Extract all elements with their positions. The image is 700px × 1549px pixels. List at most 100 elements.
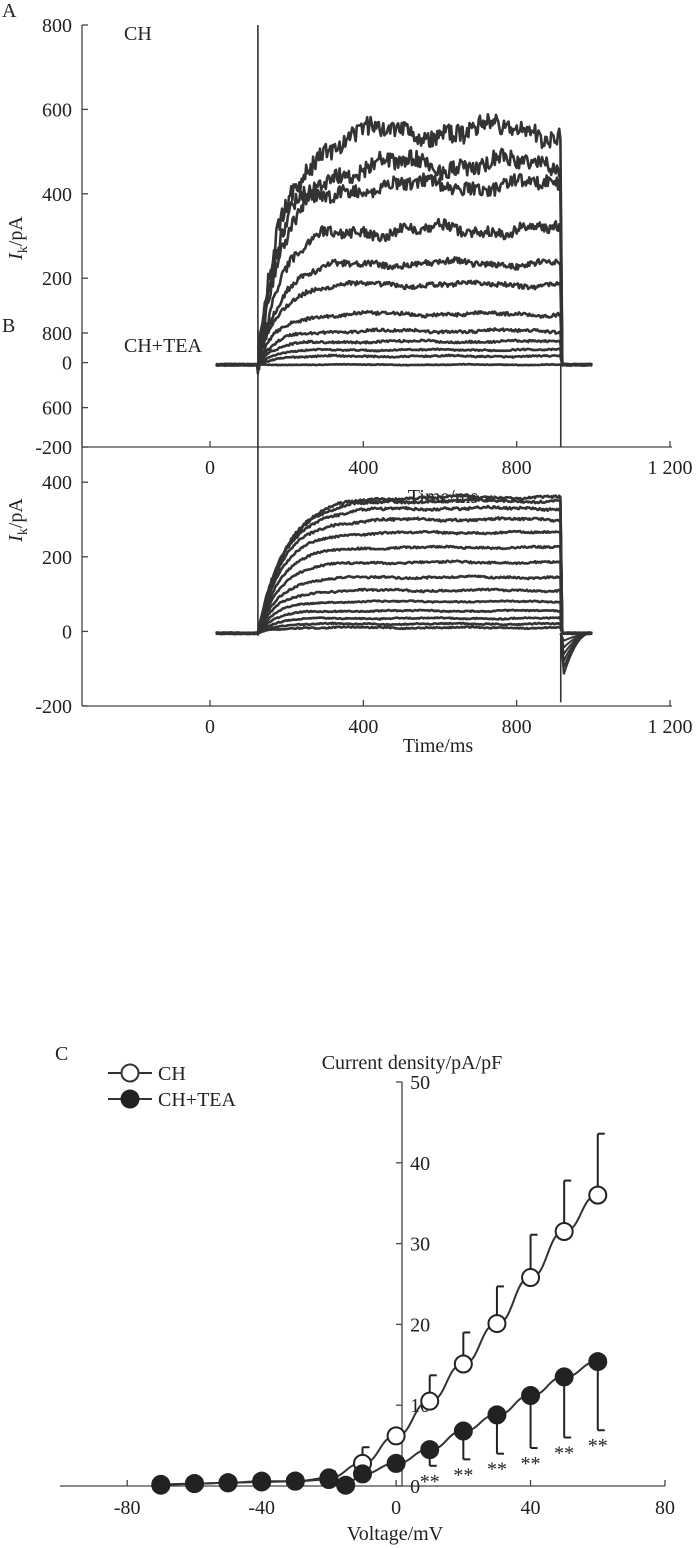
data-point-ch	[554, 1221, 574, 1241]
panel-b-current-trace	[215, 574, 593, 636]
panel-c-series	[151, 1132, 608, 1495]
panel-c-significance: ** ** ** ** ** **	[420, 1435, 608, 1493]
panel-b-x-tick-label: 800	[502, 716, 532, 738]
data-point-ch	[487, 1314, 507, 1334]
panel-a-title: CH	[124, 23, 152, 45]
data-point-ch-tea	[184, 1474, 204, 1494]
panel-a-current-trace	[215, 217, 593, 372]
panel-c-y-tick-label: 0	[410, 1476, 420, 1498]
panel-a-y-ticks: -200 0 200 400 600 800	[35, 15, 88, 459]
panel-a-label: A	[2, 0, 17, 22]
panel-b-y-tick-label: 200	[42, 547, 72, 569]
legend-ch-marker	[120, 1063, 140, 1083]
panel-b-tail-current	[559, 632, 590, 675]
panel-a-y-tick-label: -200	[35, 437, 72, 459]
panel-c: C Current density/pA/pF -80 -40 0 40 80 0102…	[55, 1043, 675, 1545]
panel-c-x-ticks: -80 -40 0 40 80	[114, 1480, 675, 1519]
panel-b-y-label: Ik/pA	[5, 498, 31, 543]
panel-c-y-tick-label: 40	[410, 1153, 430, 1175]
significance-marker: **	[588, 1435, 608, 1457]
panel-b-current-trace	[215, 587, 593, 636]
panel-b-y-ticks: -200 0 200 400 600 800	[35, 323, 88, 718]
panel-a-y-label-sub: k	[16, 246, 31, 253]
panel-b-current-trace	[215, 616, 593, 636]
panel-b-y-tick-label: -200	[35, 696, 72, 718]
panel-a-current-trace	[215, 172, 593, 375]
panel-b-x-tick-label: 400	[348, 716, 378, 738]
data-point-ch-tea	[420, 1440, 440, 1460]
panel-c-legend: CH CH+TEA	[108, 1063, 236, 1111]
panel-a-current-trace	[215, 147, 593, 368]
panel-b-x-tick-label: 0	[205, 716, 215, 738]
panel-b-title: CH+TEA	[124, 335, 202, 357]
data-point-ch-tea	[252, 1471, 272, 1491]
panel-b-current-trace	[215, 608, 593, 636]
panel-a-x-tick-label: 0	[205, 457, 215, 479]
data-point-ch-tea	[218, 1473, 238, 1493]
data-point-ch-tea	[588, 1352, 608, 1372]
data-point-ch-tea	[521, 1386, 541, 1406]
panel-b-y-tick-label: 800	[42, 323, 72, 345]
panel-b-current-trace	[215, 493, 593, 636]
panel-c-x-tick-label: 80	[655, 1497, 675, 1519]
data-point-ch-tea	[353, 1464, 372, 1484]
panel-b-y-tick-label: 600	[42, 398, 72, 420]
panel-b-current-trace	[215, 599, 593, 636]
panel-b-x-tick-label: 1 200	[648, 716, 693, 738]
data-point-ch	[420, 1391, 440, 1411]
panel-c-x-label: Voltage/mV	[347, 1523, 444, 1545]
panel-a-y-label-main: I	[5, 252, 27, 261]
legend-tea-label: CH+TEA	[158, 1089, 236, 1111]
panel-b-axes	[81, 333, 672, 707]
data-point-ch-tea	[285, 1471, 305, 1491]
panel-a-current-trace	[215, 347, 593, 368]
panel-b-x-ticks: 0 400 800 1 200	[205, 700, 693, 738]
panel-a-y-tick-label: 400	[42, 184, 72, 206]
panel-c-label: C	[55, 1043, 68, 1065]
significance-marker: **	[487, 1459, 507, 1481]
panel-b-current-trace	[215, 625, 593, 636]
panel-a-x-tick-label: 1 200	[648, 457, 693, 479]
panel-a-traces	[215, 25, 593, 447]
significance-marker: **	[453, 1464, 473, 1486]
data-point-ch-tea	[453, 1421, 473, 1441]
significance-marker: **	[554, 1443, 574, 1465]
panel-c-x-tick-label: -80	[114, 1497, 141, 1519]
panel-b-y-label-sub: k	[16, 528, 31, 535]
panel-a-current-trace	[215, 327, 593, 367]
panel-a-y-tick-label: 600	[42, 99, 72, 121]
panel-b-traces	[215, 329, 593, 703]
panel-c-x-tick-label: 40	[521, 1497, 541, 1519]
panel-b-y-label-unit: /pA	[5, 498, 27, 529]
data-point-ch-tea	[487, 1405, 507, 1425]
data-point-ch-tea	[336, 1475, 356, 1495]
significance-marker: **	[521, 1453, 541, 1475]
panel-b-y-tick-label: 0	[62, 621, 72, 643]
data-point-ch	[453, 1354, 473, 1374]
panel-b-current-trace	[215, 504, 593, 636]
panel-c-title: Current density/pA/pF	[322, 1052, 503, 1074]
panel-a-y-tick-label: 0	[62, 353, 72, 375]
panel-c-y-tick-label: 30	[410, 1234, 430, 1256]
data-point-ch	[386, 1426, 406, 1446]
significance-marker: **	[420, 1471, 440, 1493]
panel-b-current-trace	[215, 516, 593, 636]
panel-a-y-label: Ik/pA	[5, 216, 31, 261]
panel-a-x-tick-label: 800	[502, 457, 532, 479]
panel-a-current-trace	[215, 113, 593, 370]
panel-a-current-trace	[215, 279, 593, 367]
panel-b-y-tick-label: 400	[42, 472, 72, 494]
panel-c-y-tick-label: 50	[410, 1072, 430, 1094]
data-point-ch	[588, 1185, 608, 1205]
panel-b-y-label-main: I	[5, 534, 27, 543]
panel-a-y-tick-label: 200	[42, 268, 72, 290]
panel-a-x-ticks: 0 400 800 1 200	[205, 441, 693, 479]
legend-tea-marker	[120, 1089, 140, 1109]
panel-c-x-tick-label: 0	[391, 1497, 401, 1519]
panel-a-x-tick-label: 400	[348, 457, 378, 479]
panel-b-label: B	[2, 315, 15, 337]
data-point-ch-tea	[386, 1453, 406, 1473]
